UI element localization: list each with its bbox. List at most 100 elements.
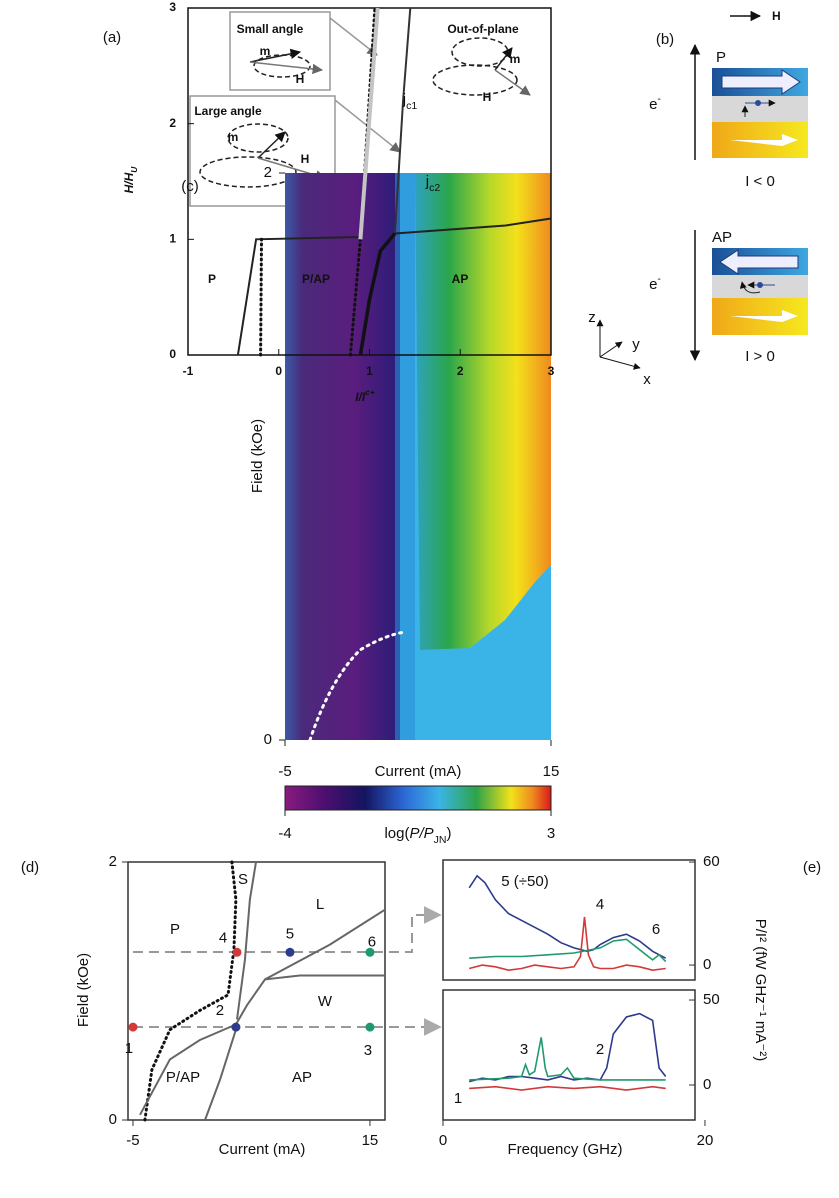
axis-name: y bbox=[632, 336, 640, 353]
panel-label: (e) bbox=[803, 859, 821, 876]
x-axis-title: Frequency (GHz) bbox=[507, 1141, 622, 1158]
x-tick-label: 3 bbox=[548, 364, 555, 378]
plot-frame bbox=[442, 989, 696, 1121]
x-axis-title-part: I/I bbox=[355, 390, 366, 404]
inset-m: m bbox=[228, 130, 239, 144]
region-label: P/AP bbox=[166, 1069, 200, 1086]
y-axis-title: Field (kOe) bbox=[249, 419, 266, 493]
plot-frame bbox=[442, 859, 696, 981]
inset-drawings bbox=[189, 11, 531, 207]
x-tick-label: 2 bbox=[457, 364, 464, 378]
carrier-label: e- bbox=[649, 93, 661, 113]
state-point bbox=[365, 947, 375, 957]
series-label: 3 bbox=[520, 1041, 528, 1058]
spectrum bbox=[468, 1012, 667, 1083]
panel-label: (a) bbox=[103, 29, 121, 46]
state-label: AP bbox=[712, 229, 732, 246]
spectrum bbox=[468, 916, 666, 972]
inset-m: m bbox=[260, 44, 271, 58]
inset-h: H bbox=[301, 152, 310, 166]
region-label: P bbox=[208, 272, 216, 286]
x-tick-label: -1 bbox=[183, 364, 194, 378]
region-label: W bbox=[318, 993, 333, 1010]
boundary-curve bbox=[139, 974, 385, 1116]
region-label: P bbox=[170, 921, 180, 938]
axis-name: z bbox=[588, 309, 596, 326]
state-point bbox=[365, 1022, 375, 1032]
point-label: 2 bbox=[216, 1002, 224, 1019]
colorbar-title-part: P/P bbox=[409, 825, 433, 842]
region-label: AP bbox=[292, 1069, 312, 1086]
boundary-curve bbox=[143, 860, 238, 1122]
x-axis-title: Current (mA) bbox=[375, 763, 462, 780]
y-axis-title-part: H/H bbox=[122, 172, 136, 193]
x-tick-label: 20 bbox=[697, 1132, 714, 1149]
point-label: 6 bbox=[368, 933, 376, 950]
curve-label: jc2 bbox=[425, 173, 441, 194]
series-label: 4 bbox=[596, 896, 604, 913]
series-label: 2 bbox=[596, 1041, 604, 1058]
colorbar-tick-label: -4 bbox=[278, 825, 291, 842]
inset-h: H bbox=[296, 72, 305, 86]
y-tick-label: 0 bbox=[703, 956, 711, 973]
carrier-label-part: e bbox=[649, 96, 657, 113]
curve-label-part: j bbox=[425, 173, 429, 190]
spectrum bbox=[469, 1085, 666, 1091]
inset-title: Small angle bbox=[237, 22, 304, 36]
point-label: 1 bbox=[125, 1040, 133, 1057]
carrier-label: e- bbox=[649, 273, 661, 293]
panel-label: (c) bbox=[181, 178, 199, 195]
x-tick-label: 0 bbox=[275, 364, 282, 378]
y-tick-label: 2 bbox=[169, 116, 176, 130]
y-tick-label: 60 bbox=[703, 853, 720, 870]
colorbar-title-part: JN bbox=[434, 834, 447, 846]
spectrum bbox=[468, 874, 667, 959]
y-tick-label: 2 bbox=[109, 853, 117, 870]
y-tick-label: 1 bbox=[169, 232, 176, 246]
colorbar-title: log(P/PJN) bbox=[384, 825, 451, 846]
x-axis-title: I/Ic+ bbox=[355, 387, 375, 404]
current-label: I > 0 bbox=[745, 348, 775, 365]
region-label: P/AP bbox=[302, 272, 330, 286]
colorbar-title-part: log( bbox=[384, 825, 409, 842]
x-axis-title: Current (mA) bbox=[219, 1141, 306, 1158]
spectrum bbox=[469, 938, 667, 963]
x-tick-label: 15 bbox=[362, 1132, 379, 1149]
y-tick-label: 0 bbox=[264, 731, 272, 748]
panel-label: (b) bbox=[656, 31, 674, 48]
state-point bbox=[285, 947, 295, 957]
series-label: 6 bbox=[652, 921, 660, 938]
field-label: H bbox=[772, 9, 781, 23]
plot-frame bbox=[127, 861, 386, 1121]
state-label: P bbox=[716, 49, 726, 66]
leaders bbox=[133, 906, 442, 1036]
point-label: 5 bbox=[286, 925, 294, 942]
current-label: I < 0 bbox=[745, 173, 775, 190]
heatmap bbox=[284, 173, 552, 811]
state-point bbox=[231, 1022, 241, 1032]
y-axis-title-part: U bbox=[129, 166, 139, 173]
boundary-curve bbox=[259, 237, 263, 357]
inset-title: Large angle bbox=[194, 104, 262, 118]
inset-m: m bbox=[510, 52, 521, 66]
y-tick-label: 2 bbox=[264, 164, 272, 181]
state-point bbox=[232, 947, 242, 957]
inset-h: H bbox=[483, 90, 492, 104]
curve-label: jc1 bbox=[402, 91, 418, 112]
boundary-curve bbox=[264, 908, 386, 981]
x-tick-label: 1 bbox=[366, 364, 373, 378]
region-label: L bbox=[316, 896, 324, 913]
series-label: 1 bbox=[454, 1090, 462, 1107]
boundary-curve bbox=[358, 7, 380, 240]
y-tick-label: 0 bbox=[169, 347, 176, 361]
y-tick-label: 50 bbox=[703, 991, 720, 1008]
carrier-label-part: - bbox=[657, 93, 661, 105]
state-point bbox=[128, 1022, 138, 1032]
colorbar-tick-label: 3 bbox=[547, 825, 555, 842]
x-tick-label: -5 bbox=[126, 1132, 139, 1149]
y-tick-label: 3 bbox=[169, 0, 176, 14]
axis-name: x bbox=[643, 371, 651, 388]
y-axis-title: H/HU bbox=[122, 166, 139, 194]
y-axis-title: Field (kOe) bbox=[75, 953, 92, 1027]
